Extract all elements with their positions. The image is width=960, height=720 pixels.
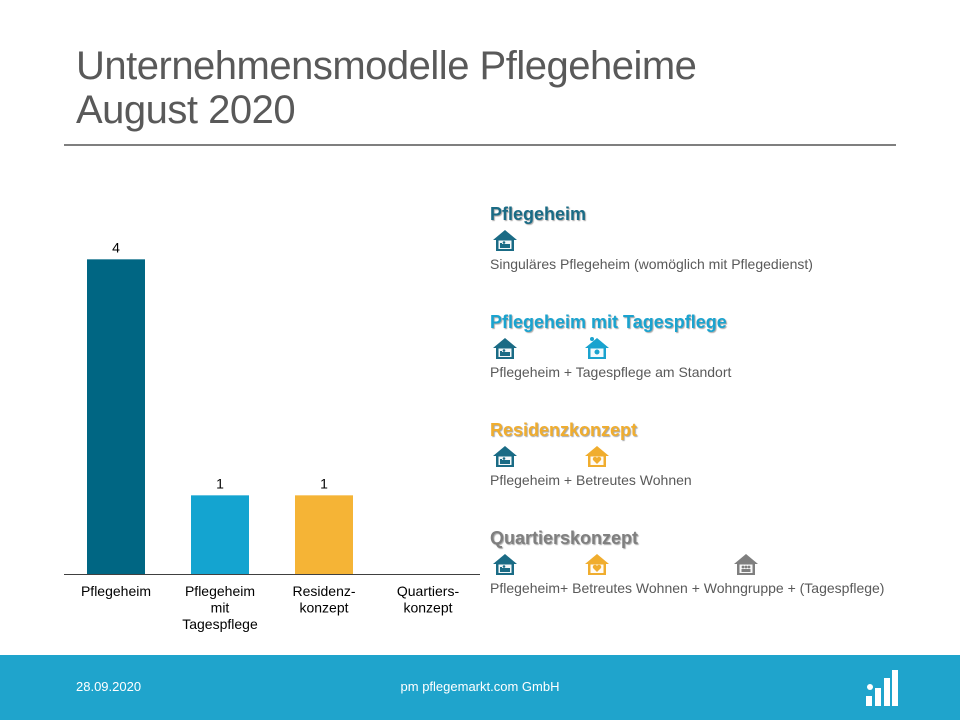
house-bed-icon bbox=[492, 336, 518, 360]
legend-icons bbox=[490, 552, 930, 578]
legend-title: Pflegeheim bbox=[490, 204, 587, 224]
legend-icons bbox=[490, 444, 930, 470]
house-heart-icon bbox=[584, 444, 610, 468]
legend-block-pflegeheim: Pflegeheim Singuläres Pflegeheim (womögl… bbox=[490, 204, 930, 274]
bar-2 bbox=[191, 495, 249, 574]
bar-1 bbox=[87, 259, 145, 574]
footer-bar: 28.09.2020 pm pflegemarkt.com GmbH bbox=[0, 655, 960, 720]
category-label-4: Quartiers-konzept bbox=[397, 583, 460, 616]
legend-title: Residenzkonzept bbox=[490, 420, 638, 440]
category-label-1: Pflegeheim bbox=[81, 583, 151, 599]
bar-3 bbox=[295, 495, 353, 574]
legend-description: Pflegeheim+ Betreutes Wohnen + Wohngrupp… bbox=[490, 580, 885, 596]
legend-icons bbox=[490, 228, 930, 254]
slide-title: Unternehmensmodelle Pflegeheime August 2… bbox=[76, 44, 896, 132]
house-bed-icon bbox=[492, 228, 518, 252]
category-label-2: Pflegeheim mit Tagespflege bbox=[182, 583, 258, 632]
legend-title: Quartierskonzept bbox=[490, 528, 639, 548]
house-heart-icon bbox=[584, 552, 610, 576]
legend-description: Pflegeheim + Betreutes Wohnen bbox=[490, 472, 692, 488]
data-label-2: 1 bbox=[216, 475, 224, 491]
legend-icons bbox=[490, 336, 930, 362]
legend-title: Pflegeheim mit Tagespflege bbox=[490, 312, 727, 332]
pflegemarkt-logo-icon bbox=[866, 670, 898, 706]
legend-block-pflegeheim-mit-tagespflege: Pflegeheim mit Tagespflege Pflegeheim + … bbox=[490, 312, 930, 382]
footer-company: pm pflegemarkt.com GmbH bbox=[400, 679, 560, 694]
house-bed-icon bbox=[492, 552, 518, 576]
footer-date: 28.09.2020 bbox=[76, 679, 142, 694]
data-label-3: 1 bbox=[320, 475, 328, 491]
title-divider bbox=[64, 144, 896, 146]
slide-title-line-2: August 2020 bbox=[76, 88, 296, 132]
slide-title-line-1: Unternehmensmodelle Pflegeheime bbox=[76, 44, 697, 88]
legend-description: Singuläres Pflegeheim (womöglich mit Pfl… bbox=[490, 256, 813, 272]
legend-description: Pflegeheim + Tagespflege am Standort bbox=[490, 364, 732, 380]
legend-block-residenzkonzept: Residenzkonzept Pflegeheim + Betreutes W… bbox=[490, 420, 930, 490]
legend-block-quartierskonzept: Quartierskonzept Pflegeheim+ Betreutes W… bbox=[490, 528, 930, 598]
house-sun-icon bbox=[584, 336, 610, 360]
data-label-1: 4 bbox=[112, 239, 120, 255]
category-label-3: Residenz-konzept bbox=[292, 583, 355, 616]
house-bed-icon bbox=[492, 444, 518, 468]
house-people-icon bbox=[733, 552, 759, 576]
